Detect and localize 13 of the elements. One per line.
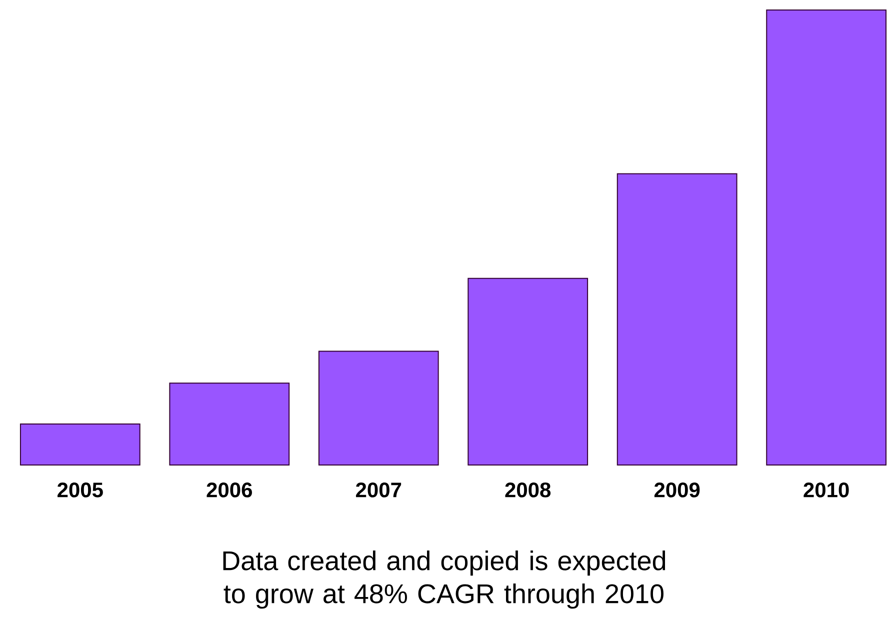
text: Data created and copied is expected to grow at 48% CAGR through 2010 — [223, 550, 666, 609]
x-tick-label: 2005 — [58, 482, 103, 498]
x-tick-label: 2009 — [654, 482, 700, 498]
bar — [766, 9, 887, 466]
x-tick-label: 2007 — [356, 482, 402, 498]
bar — [468, 278, 588, 466]
bar — [20, 424, 140, 466]
x-tick-label: 2008 — [505, 482, 551, 498]
bar — [318, 350, 439, 466]
bar — [616, 173, 738, 466]
bar — [169, 382, 290, 466]
x-tick-label: 2010 — [804, 482, 849, 498]
x-tick-label: 2006 — [206, 482, 252, 498]
